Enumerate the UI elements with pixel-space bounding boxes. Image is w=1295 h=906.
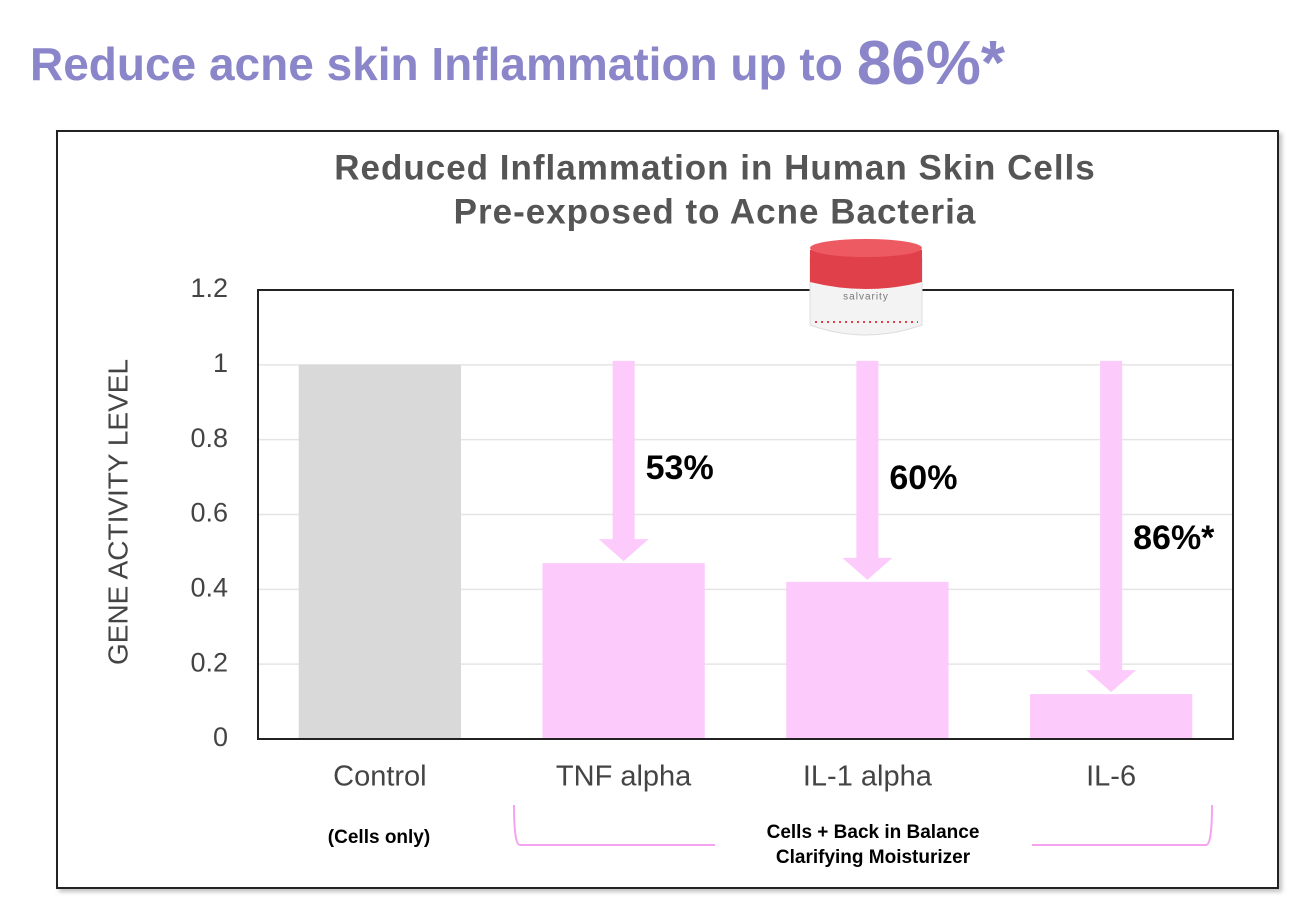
chart-frame xyxy=(56,130,1279,889)
y-axis-label: GENE ACTIVITY LEVEL xyxy=(102,359,133,665)
y-tick-label: 0.8 xyxy=(190,423,228,453)
y-tick-label: 0.2 xyxy=(190,647,228,677)
y-tick-label: 0.6 xyxy=(190,498,228,528)
bar xyxy=(786,581,949,739)
treatment-note: Cells + Back in Balance xyxy=(767,822,980,843)
x-tick-label: IL-1 alpha xyxy=(803,761,933,793)
y-tick-label: 0 xyxy=(213,722,228,752)
y-tick-label: 0.4 xyxy=(190,572,228,602)
headline-highlight: 86%* xyxy=(857,29,1006,98)
x-tick-label: Control xyxy=(333,761,427,793)
bar xyxy=(298,364,462,739)
reduction-arrow xyxy=(598,360,649,562)
y-tick-label: 1 xyxy=(213,348,228,378)
x-tick-label: TNF alpha xyxy=(556,761,692,793)
reduction-arrow xyxy=(842,360,893,580)
headline-text: Reduce acne skin Inflammation up to xyxy=(30,38,843,90)
bar xyxy=(542,563,705,739)
reduction-arrow xyxy=(1086,360,1137,693)
treatment-bracket xyxy=(513,804,1213,846)
headline: Reduce acne skin Inflammation up to 86%* xyxy=(30,29,1006,98)
chart-title: Reduced Inflammation in Human Skin Cells xyxy=(334,148,1096,187)
treatment-note: Clarifying Moisturizer xyxy=(776,847,971,868)
annotation: 60% xyxy=(889,459,957,497)
x-tick-label: IL-6 xyxy=(1086,761,1136,793)
bar xyxy=(1029,694,1193,739)
plot-frame xyxy=(257,289,1234,740)
plot-area: 0 0.2 0.4 0.6 0.8 1 1.2 Control TNF alpha IL-1 al… xyxy=(190,273,1234,793)
annotation: 53% xyxy=(646,449,714,487)
control-note: (Cells only) xyxy=(328,827,430,848)
y-tick-label: 1.2 xyxy=(190,273,228,303)
product-label: salvarity xyxy=(843,292,889,303)
product-jar: salvarity xyxy=(809,239,923,336)
chart-subtitle: Pre-exposed to Acne Bacteria xyxy=(454,192,977,231)
annotation: 86%* xyxy=(1133,519,1215,557)
